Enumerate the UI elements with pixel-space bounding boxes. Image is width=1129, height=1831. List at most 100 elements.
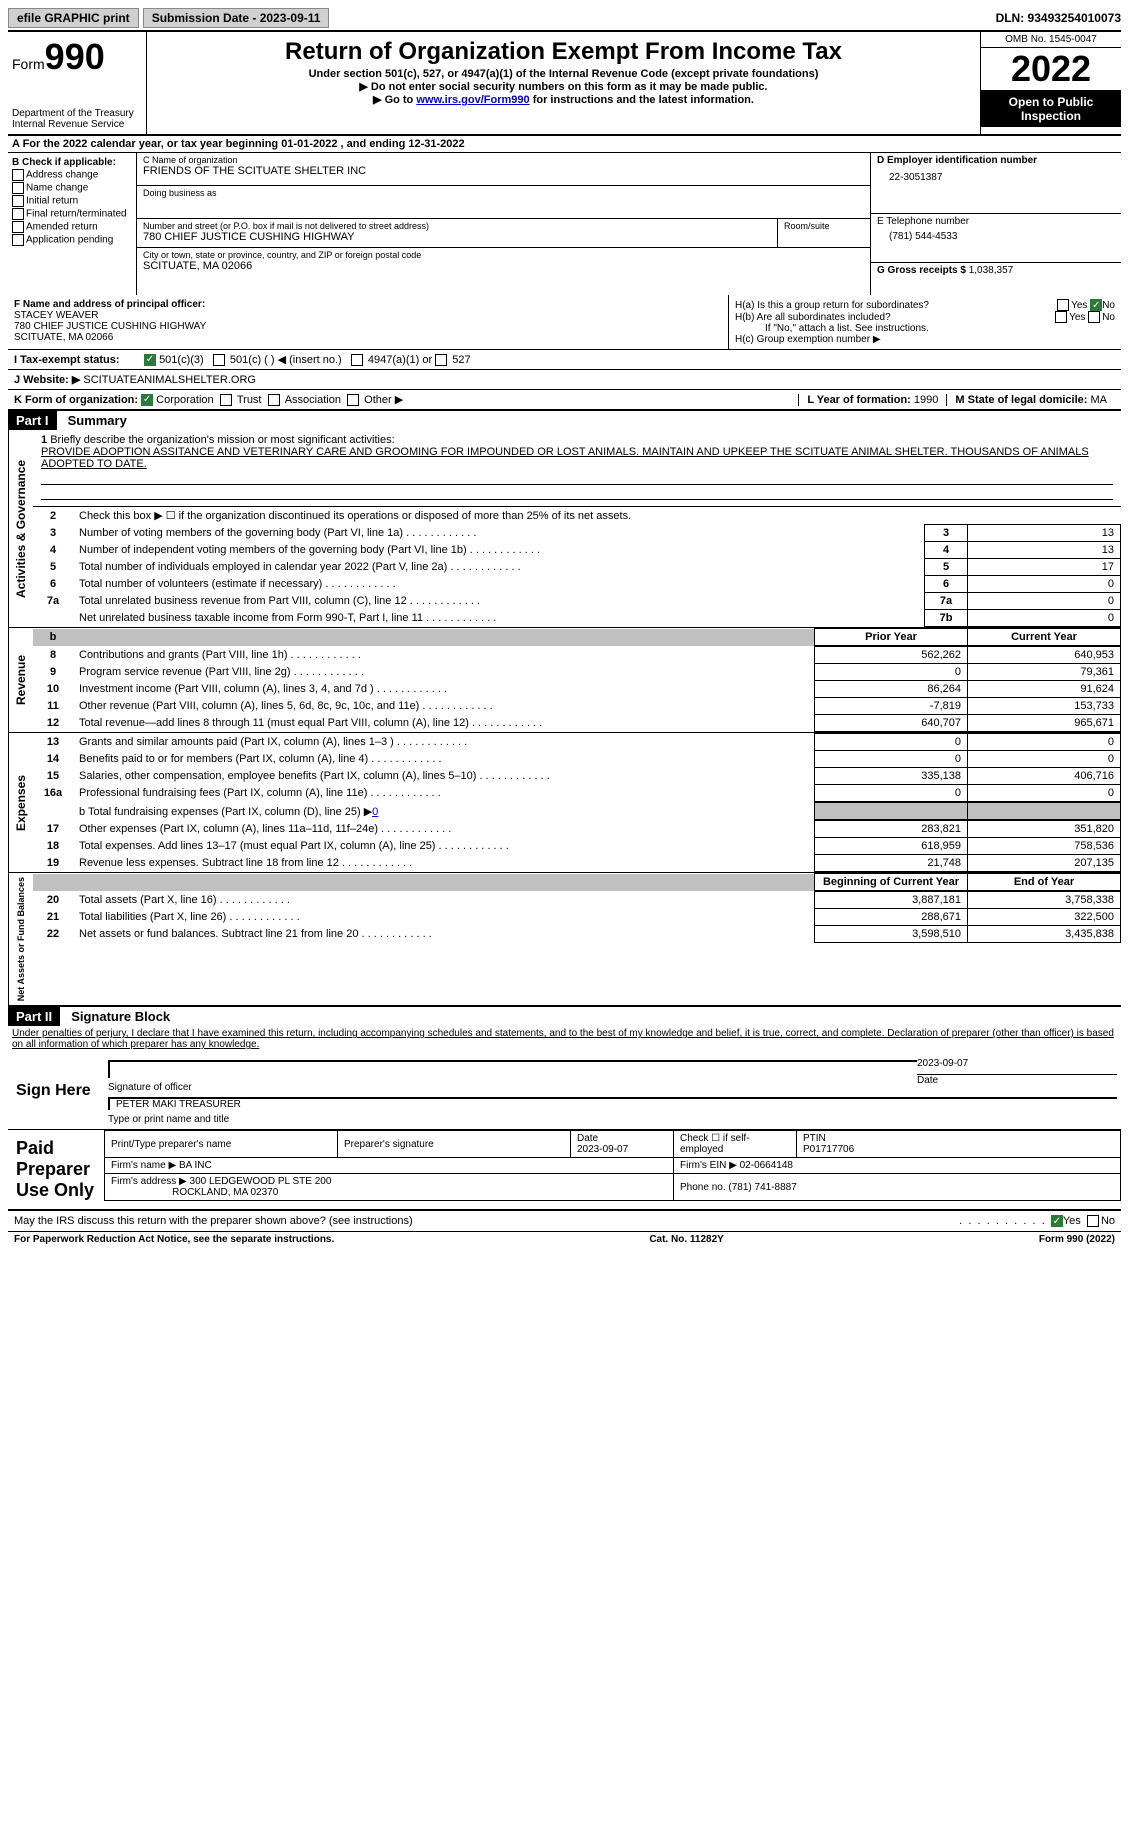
sign-here-label: Sign Here xyxy=(8,1052,104,1129)
officer-addr2: SCITUATE, MA 02066 xyxy=(14,332,722,343)
table-row: 21Total liabilities (Part X, line 26)288… xyxy=(33,909,1121,926)
chk-amended-return[interactable]: Amended return xyxy=(12,221,132,233)
preparer-table: Print/Type preparer's name Preparer's si… xyxy=(104,1130,1121,1201)
line2-text: Check this box ▶ ☐ if the organization d… xyxy=(73,507,1121,524)
rev-data-table: 8Contributions and grants (Part VIII, li… xyxy=(33,646,1121,732)
vert-revenue: Revenue xyxy=(8,628,33,732)
irs-label: Internal Revenue Service xyxy=(12,119,142,130)
header-left: Form990 Department of the Treasury Inter… xyxy=(8,32,147,134)
tel-label: E Telephone number xyxy=(877,216,1115,227)
mission-text: PROVIDE ADOPTION ASSITANCE AND VETERINAR… xyxy=(41,446,1089,470)
table-row: 15Salaries, other compensation, employee… xyxy=(33,768,1121,785)
dln-label: DLN: 93493254010073 xyxy=(996,11,1121,25)
tel-value: (781) 544-4533 xyxy=(877,227,1115,242)
omb-number: OMB No. 1545-0047 xyxy=(981,32,1121,48)
table-row: 4Number of independent voting members of… xyxy=(33,542,1121,559)
hb-yes-chk[interactable] xyxy=(1055,311,1067,323)
chk-initial-return[interactable]: Initial return xyxy=(12,195,132,207)
governance-table: 2Check this box ▶ ☐ if the organization … xyxy=(33,507,1121,524)
form-title: Return of Organization Exempt From Incom… xyxy=(151,38,976,66)
revenue-table: bPrior YearCurrent Year xyxy=(33,628,1121,646)
net-data-table: 20Total assets (Part X, line 16)3,887,18… xyxy=(33,891,1121,943)
hb-label: H(b) Are all subordinates included? xyxy=(735,312,1055,323)
exp-data-table: 13Grants and similar amounts paid (Part … xyxy=(33,733,1121,802)
ptin-value: P01717706 xyxy=(803,1144,854,1155)
form-header: Form990 Department of the Treasury Inter… xyxy=(8,30,1121,136)
part1-netassets: Net Assets or Fund Balances Beginning of… xyxy=(8,873,1121,1007)
vert-expenses: Expenses xyxy=(8,733,33,872)
form-subtitle: Under section 501(c), 527, or 4947(a)(1)… xyxy=(151,68,976,80)
topbar: efile GRAPHIC print Submission Date - 20… xyxy=(8,8,1121,28)
paid-preparer-row: Paid Preparer Use Only Print/Type prepar… xyxy=(8,1130,1121,1211)
officer-name: STACEY WEAVER xyxy=(14,310,722,321)
chk-corporation[interactable]: ✓ xyxy=(141,394,153,406)
part1-title: Summary xyxy=(60,411,135,430)
chk-other[interactable] xyxy=(347,394,359,406)
city-value: SCITUATE, MA 02066 xyxy=(143,260,864,272)
table-row: 11Other revenue (Part VIII, column (A), … xyxy=(33,698,1121,715)
dba-label: Doing business as xyxy=(143,188,864,198)
chk-527[interactable] xyxy=(435,354,447,366)
chk-address-change[interactable]: Address change xyxy=(12,169,132,181)
chk-501c3[interactable]: ✓ xyxy=(144,354,156,366)
efile-print-button[interactable]: efile GRAPHIC print xyxy=(8,8,139,28)
discuss-no-chk[interactable] xyxy=(1087,1215,1099,1227)
hb-no-chk[interactable] xyxy=(1088,311,1100,323)
firm-addr2: ROCKLAND, MA 02370 xyxy=(172,1187,278,1198)
col-b-checkboxes: B Check if applicable: Address change Na… xyxy=(8,153,137,295)
ha-no-chk[interactable]: ✓ xyxy=(1090,299,1102,311)
footer-left: For Paperwork Reduction Act Notice, see … xyxy=(14,1234,334,1245)
part1-revenue: Revenue bPrior YearCurrent Year 8Contrib… xyxy=(8,628,1121,733)
discuss-yes-chk[interactable]: ✓ xyxy=(1051,1215,1063,1227)
gov-data-table: 3Number of voting members of the governi… xyxy=(33,524,1121,627)
tax-year: 2022 xyxy=(981,48,1121,91)
formorg-label: K Form of organization: xyxy=(14,394,138,406)
firm-phone: (781) 741-8887 xyxy=(728,1182,796,1193)
submission-date: Submission Date - 2023-09-11 xyxy=(143,8,330,28)
chk-association[interactable] xyxy=(268,394,280,406)
header-right: OMB No. 1545-0047 2022 Open to Public In… xyxy=(980,32,1121,134)
netassets-header: Beginning of Current YearEnd of Year xyxy=(33,873,1121,891)
paid-preparer-label: Paid Preparer Use Only xyxy=(8,1130,104,1209)
irs-link[interactable]: www.irs.gov/Form990 xyxy=(416,94,529,106)
type-name-label: Type or print name and title xyxy=(108,1114,1117,1125)
declaration-text: Under penalties of perjury, I declare th… xyxy=(8,1026,1121,1052)
open-inspection: Open to Public Inspection xyxy=(981,91,1121,127)
city-label: City or town, state or province, country… xyxy=(143,250,864,260)
part1-header: Part I Summary xyxy=(8,411,1121,430)
col-d-ids: D Employer identification number 22-3051… xyxy=(871,153,1121,295)
part2-header: Part II Signature Block xyxy=(8,1007,1121,1026)
dept-treasury: Department of the Treasury xyxy=(12,108,142,119)
chk-trust[interactable] xyxy=(220,394,232,406)
officer-addr1: 780 CHIEF JUSTICE CUSHING HIGHWAY xyxy=(14,321,722,332)
table-row: 10Investment income (Part VIII, column (… xyxy=(33,681,1121,698)
chk-501c[interactable] xyxy=(213,354,225,366)
exp2-data-table: 17Other expenses (Part IX, column (A), l… xyxy=(33,820,1121,872)
taxstatus-label: I Tax-exempt status: xyxy=(14,354,144,366)
footer-mid: Cat. No. 11282Y xyxy=(649,1234,723,1245)
ha-yes-chk[interactable] xyxy=(1057,299,1069,311)
header-mid: Return of Organization Exempt From Incom… xyxy=(147,32,980,134)
table-row: 17Other expenses (Part IX, column (A), l… xyxy=(33,821,1121,838)
part1-expenses: Expenses 13Grants and similar amounts pa… xyxy=(8,733,1121,873)
part2-title: Signature Block xyxy=(63,1007,178,1026)
chk-4947[interactable] xyxy=(351,354,363,366)
website-value: SCITUATEANIMALSHELTER.ORG xyxy=(83,374,256,386)
chk-final-return[interactable]: Final return/terminated xyxy=(12,208,132,220)
col-f-officer: F Name and address of principal officer:… xyxy=(8,295,729,349)
table-row: 18Total expenses. Add lines 13–17 (must … xyxy=(33,838,1121,855)
fundraising-link[interactable]: 0 xyxy=(372,806,378,818)
chk-name-change[interactable]: Name change xyxy=(12,182,132,194)
table-row: 5Total number of individuals employed in… xyxy=(33,559,1121,576)
table-row: 13Grants and similar amounts paid (Part … xyxy=(33,734,1121,751)
chk-application-pending[interactable]: Application pending xyxy=(12,234,132,246)
state-domicile: MA xyxy=(1091,394,1108,406)
ein-label: D Employer identification number xyxy=(877,155,1115,166)
col-c-orginfo: C Name of organization FRIENDS OF THE SC… xyxy=(137,153,871,295)
firm-addr1: 300 LEDGEWOOD PL STE 200 xyxy=(190,1176,332,1187)
addr-value: 780 CHIEF JUSTICE CUSHING HIGHWAY xyxy=(143,231,771,243)
section-bcd: B Check if applicable: Address change Na… xyxy=(8,153,1121,295)
hb-note: If "No," attach a list. See instructions… xyxy=(735,323,1115,334)
officer-typed-name: PETER MAKI TREASURER xyxy=(116,1099,1117,1110)
ssn-note: ▶ Do not enter social security numbers o… xyxy=(151,80,976,93)
